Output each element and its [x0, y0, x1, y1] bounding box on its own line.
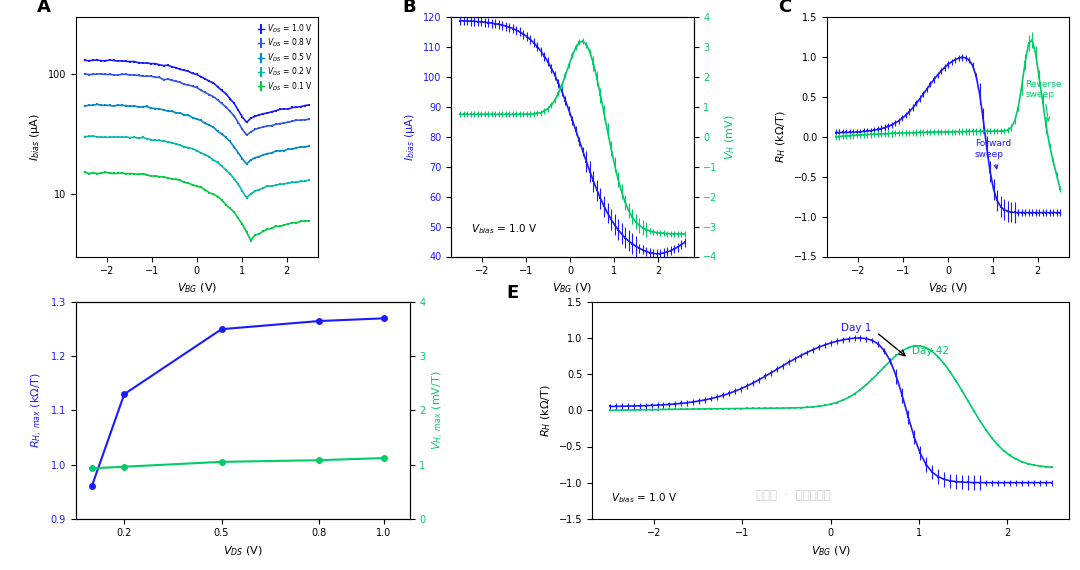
X-axis label: $V_{BG}$ (V): $V_{BG}$ (V) — [552, 282, 593, 295]
Text: Reverse
sweep: Reverse sweep — [1025, 79, 1062, 121]
Y-axis label: $R_{H,\ max}$ (kΩ/T): $R_{H,\ max}$ (kΩ/T) — [30, 372, 45, 449]
Text: $V_{bias}$ = 1.0 V: $V_{bias}$ = 1.0 V — [611, 491, 677, 505]
Text: B: B — [403, 0, 417, 17]
Text: Day 42: Day 42 — [912, 346, 949, 356]
X-axis label: $V_{BG}$ (V): $V_{BG}$ (V) — [928, 282, 968, 295]
Text: Forward
sweep: Forward sweep — [975, 139, 1011, 169]
Y-axis label: $R_H$ (kΩ/T): $R_H$ (kΩ/T) — [540, 384, 553, 437]
Text: $V_{bias}$ = 1.0 V: $V_{bias}$ = 1.0 V — [471, 222, 537, 237]
Text: A: A — [37, 0, 51, 17]
Text: C: C — [779, 0, 792, 17]
Text: Day 1: Day 1 — [841, 323, 872, 333]
X-axis label: $V_{BG}$ (V): $V_{BG}$ (V) — [177, 282, 217, 295]
X-axis label: $V_{DS}$ (V): $V_{DS}$ (V) — [222, 544, 262, 557]
Y-axis label: $V_H$ (mV): $V_H$ (mV) — [724, 114, 737, 160]
Text: E: E — [507, 284, 518, 302]
Y-axis label: $V_{H,\ max}$ (mV/T): $V_{H,\ max}$ (mV/T) — [431, 370, 446, 450]
Text: 公众号  ·  石墨烯研究: 公众号 · 石墨烯研究 — [756, 490, 832, 502]
X-axis label: $V_{BG}$ (V): $V_{BG}$ (V) — [810, 544, 851, 557]
Legend: $V_{DS}$ = 1.0 V, $V_{DS}$ = 0.8 V, $V_{DS}$ = 0.5 V, $V_{DS}$ = 0.2 V, $V_{DS}$: $V_{DS}$ = 1.0 V, $V_{DS}$ = 0.8 V, $V_{… — [257, 21, 314, 94]
Y-axis label: $I_{bias}$ (μA): $I_{bias}$ (μA) — [404, 113, 418, 161]
Y-axis label: $I_{bias}$ (μA): $I_{bias}$ (μA) — [28, 113, 42, 161]
Y-axis label: $R_H$ (kΩ/T): $R_H$ (kΩ/T) — [774, 111, 788, 163]
